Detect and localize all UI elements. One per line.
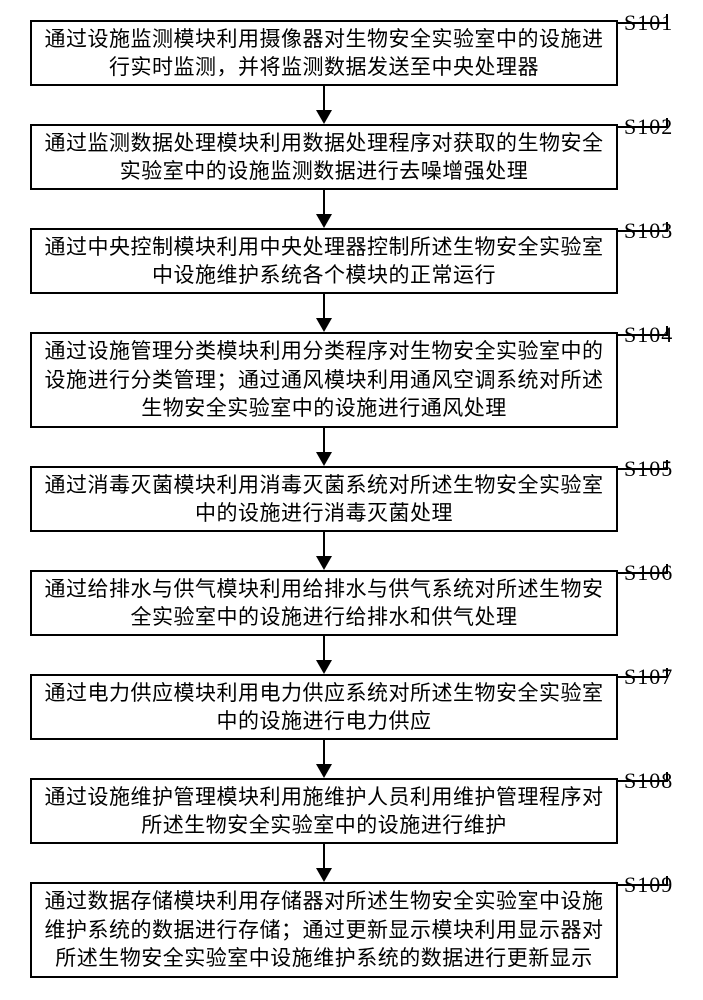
label-connector-v	[666, 876, 668, 886]
arrow-head-icon	[316, 660, 332, 674]
label-connector-h	[618, 572, 668, 574]
step-text: 通过消毒灭菌模块利用消毒灭菌系统对所述生物安全实验室中的设施进行消毒灭菌处理	[42, 471, 606, 528]
arrow-head-icon	[316, 868, 332, 882]
step-text: 通过设施监测模块利用摄像器对生物安全实验室中的设施进行实时监测，并将监测数据发送…	[42, 25, 606, 82]
label-connector-h	[618, 468, 668, 470]
label-connector-v	[666, 564, 668, 574]
label-connector-h	[618, 676, 668, 678]
flowchart-step-S108: 通过设施维护管理模块利用施维护人员利用维护管理程序对所述生物安全实验室中的设施进…	[30, 778, 618, 844]
label-connector-v	[666, 772, 668, 782]
flowchart-step-S104: 通过设施管理分类模块利用分类程序对生物安全实验室中的设施进行分类管理；通过通风模…	[30, 332, 618, 428]
step-text: 通过电力供应模块利用电力供应系统对所述生物安全实验室中的设施进行电力供应	[42, 679, 606, 736]
label-connector-h	[618, 334, 668, 336]
label-connector-h	[618, 22, 668, 24]
arrow-line	[323, 428, 325, 452]
arrow-head-icon	[316, 318, 332, 332]
label-connector-v	[666, 326, 668, 336]
label-connector-v	[666, 668, 668, 678]
arrow-line	[323, 190, 325, 214]
flowchart-step-S103: 通过中央控制模块利用中央处理器控制所述生物安全实验室中设施维护系统各个模块的正常…	[30, 228, 618, 294]
step-text: 通过给排水与供气模块利用给排水与供气系统对所述生物安全实验室中的设施进行给排水和…	[42, 575, 606, 632]
flowchart-step-S105: 通过消毒灭菌模块利用消毒灭菌系统对所述生物安全实验室中的设施进行消毒灭菌处理	[30, 466, 618, 532]
arrow-head-icon	[316, 110, 332, 124]
flowchart-step-S106: 通过给排水与供气模块利用给排水与供气系统对所述生物安全实验室中的设施进行给排水和…	[30, 570, 618, 636]
flowchart-step-S107: 通过电力供应模块利用电力供应系统对所述生物安全实验室中的设施进行电力供应	[30, 674, 618, 740]
label-connector-h	[618, 126, 668, 128]
label-connector-v	[666, 118, 668, 128]
flowchart-step-S109: 通过数据存储模块利用存储器对所述生物安全实验室中设施维护系统的数据进行存储；通过…	[30, 882, 618, 978]
flowchart-canvas: 通过设施监测模块利用摄像器对生物安全实验室中的设施进行实时监测，并将监测数据发送…	[0, 0, 703, 1000]
arrow-line	[323, 532, 325, 556]
step-text: 通过设施管理分类模块利用分类程序对生物安全实验室中的设施进行分类管理；通过通风模…	[42, 337, 606, 422]
arrow-line	[323, 636, 325, 660]
flowchart-step-S101: 通过设施监测模块利用摄像器对生物安全实验室中的设施进行实时监测，并将监测数据发送…	[30, 20, 618, 86]
arrow-line	[323, 740, 325, 764]
step-text: 通过数据存储模块利用存储器对所述生物安全实验室中设施维护系统的数据进行存储；通过…	[42, 887, 606, 972]
arrow-line	[323, 294, 325, 318]
step-text: 通过中央控制模块利用中央处理器控制所述生物安全实验室中设施维护系统各个模块的正常…	[42, 233, 606, 290]
label-connector-h	[618, 884, 668, 886]
flowchart-step-S102: 通过监测数据处理模块利用数据处理程序对获取的生物安全实验室中的设施监测数据进行去…	[30, 124, 618, 190]
step-text: 通过监测数据处理模块利用数据处理程序对获取的生物安全实验室中的设施监测数据进行去…	[42, 129, 606, 186]
label-connector-h	[618, 230, 668, 232]
label-connector-v	[666, 14, 668, 24]
arrow-line	[323, 86, 325, 110]
label-connector-v	[666, 222, 668, 232]
arrow-head-icon	[316, 764, 332, 778]
arrow-head-icon	[316, 214, 332, 228]
step-text: 通过设施维护管理模块利用施维护人员利用维护管理程序对所述生物安全实验室中的设施进…	[42, 783, 606, 840]
arrow-head-icon	[316, 556, 332, 570]
arrow-line	[323, 844, 325, 868]
label-connector-h	[618, 780, 668, 782]
label-connector-v	[666, 460, 668, 470]
arrow-head-icon	[316, 452, 332, 466]
